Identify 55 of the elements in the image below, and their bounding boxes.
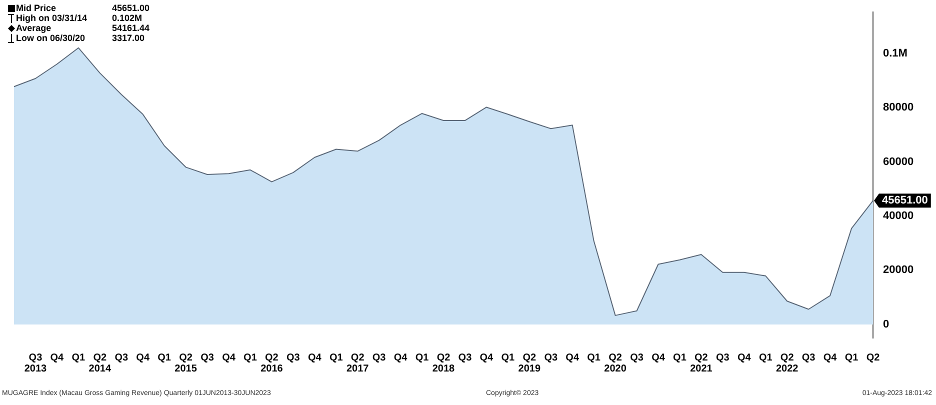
x-tick-label: Q3	[372, 352, 386, 364]
annotation: 45651.00	[882, 194, 928, 207]
x-tick-label: Q2 2017	[346, 352, 370, 374]
annotation: Low on 06/30/20	[16, 33, 86, 43]
y-tick-label: 0.1M	[883, 47, 908, 60]
x-tick-label: Q2 2022	[776, 352, 799, 374]
annotation: 0.102M	[112, 13, 142, 23]
x-tick-label: Q1	[758, 352, 773, 364]
x-tick-label: Q3	[544, 352, 558, 364]
x-tick-label: Q4	[136, 352, 150, 364]
annotation: 3317.00	[112, 33, 145, 43]
x-tick-label: Q2 2015	[174, 352, 198, 374]
annotation: 45651.00	[112, 3, 150, 13]
x-tick-label: Q3	[286, 352, 300, 364]
x-tick-label: Q3	[630, 352, 644, 364]
x-tick-label: Q4	[737, 352, 752, 364]
x-tick-label: Q4	[50, 352, 64, 364]
x-tick-label: Q2	[866, 352, 880, 364]
x-tick-label: Q3	[458, 352, 472, 364]
x-tick-label: Q1	[158, 352, 172, 364]
y-tick-label: 40000	[883, 210, 914, 222]
x-tick-label: Q4	[308, 352, 322, 364]
x-tick-label: Q1	[329, 352, 344, 364]
x-tick-label: Q3	[716, 352, 730, 364]
x-tick-label: Q1	[244, 352, 258, 364]
x-tick-label: Q2 2019	[518, 352, 541, 374]
x-tick-label: Q4	[823, 352, 838, 364]
x-tick-label: Q2 2016	[260, 352, 284, 374]
x-tick-label: Q1	[673, 352, 687, 364]
annotation: High on 03/31/14	[16, 13, 88, 23]
y-tick-label: 80000	[883, 102, 914, 114]
x-tick-label: Q1	[587, 352, 601, 364]
annotation: 54161.44	[112, 23, 150, 33]
x-tick-label: Q1	[501, 352, 516, 364]
x-tick-label: Q1	[844, 352, 859, 364]
y-tick-label: 60000	[883, 156, 914, 168]
y-tick-label: 0	[883, 318, 890, 330]
x-tick-label: Q1	[72, 352, 86, 364]
x-tick-label: Q4	[480, 352, 494, 364]
x-tick-label: Q4	[652, 352, 666, 364]
x-tick-label: Q3 2013	[24, 352, 48, 374]
annotation: Average	[16, 23, 52, 33]
x-tick-label: Q4	[394, 352, 408, 364]
x-tick-label: Q3	[802, 352, 816, 364]
x-tick-label: Q2 2014	[88, 352, 112, 374]
x-tick-label: Q4	[222, 352, 236, 364]
x-tick-label: Q1	[415, 352, 430, 364]
x-tick-label: Q4	[566, 352, 580, 364]
y-tick-label: 20000	[883, 264, 914, 276]
x-tick-label: Q3	[114, 352, 128, 364]
x-tick-label: Q3	[200, 352, 214, 364]
text: Mid Price	[16, 3, 58, 13]
x-tick-label: Q2 2020	[604, 352, 627, 374]
x-tick-label: Q2 2018	[432, 352, 456, 374]
x-tick-label: Q2 2021	[690, 352, 713, 374]
